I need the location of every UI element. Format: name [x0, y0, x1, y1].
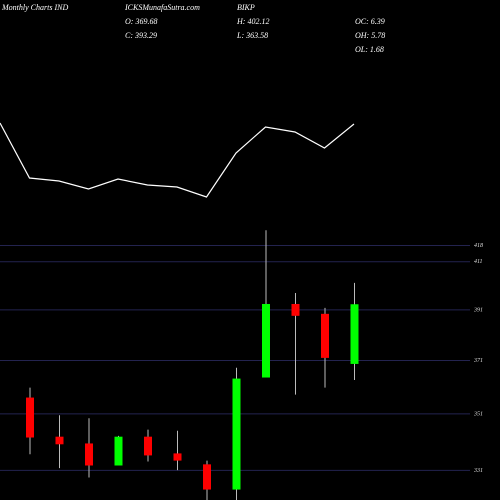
- stat: O: 369.68: [125, 17, 157, 26]
- y-tick-label: 371: [473, 358, 483, 364]
- site-name: ICKSMunafaSutra.com: [124, 3, 200, 12]
- candle-body: [232, 378, 241, 490]
- candle-body: [26, 397, 34, 438]
- symbol: BIKP: [237, 3, 255, 12]
- candle-body: [203, 464, 211, 490]
- candle-body: [262, 303, 270, 378]
- candle-body: [291, 303, 300, 316]
- chart-source: Monthly Charts IND: [1, 3, 68, 12]
- y-tick-label: 411: [474, 258, 483, 265]
- y-tick-label: 331: [473, 468, 483, 474]
- stat: OH: 5.78: [355, 31, 385, 40]
- candle-body: [114, 436, 123, 466]
- stat: OC: 6.39: [355, 17, 385, 26]
- y-tick-label: 418: [474, 242, 483, 249]
- stat: H: 402.12: [236, 17, 269, 26]
- stat: L: 363.58: [236, 31, 268, 40]
- candle-body: [85, 443, 93, 466]
- y-tick-label: 351: [473, 411, 483, 417]
- indicator-line: [0, 122, 355, 198]
- stat: OL: 1.68: [355, 45, 384, 54]
- candle-body: [350, 304, 359, 364]
- candle-body: [321, 313, 329, 358]
- y-tick-label: 391: [473, 307, 483, 313]
- stat: C: 393.29: [125, 31, 157, 40]
- candle-body: [55, 436, 64, 445]
- candle-body: [173, 453, 182, 461]
- candle-body: [144, 436, 152, 456]
